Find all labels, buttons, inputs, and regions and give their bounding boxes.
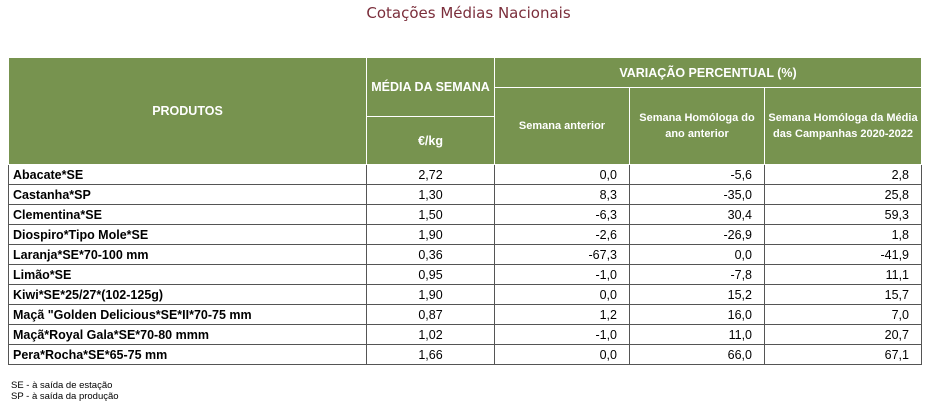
product-cell: Castanha*SP (8, 184, 367, 205)
var-homologa-cell: 11,0 (629, 324, 765, 345)
var-media-cell: 67,1 (764, 344, 922, 365)
var-homologa-cell: 16,0 (629, 304, 765, 325)
var-media-cell: 11,1 (764, 264, 922, 285)
price-cell: 1,90 (366, 284, 495, 305)
var-media-cell: 15,7 (764, 284, 922, 305)
header-variacao: VARIAÇÃO PERCENTUAL (%) (494, 57, 922, 88)
var-homologa-cell: -26,9 (629, 224, 765, 245)
page-title: Cotações Médias Nacionais (366, 4, 571, 22)
var-anterior-cell: -2,6 (494, 224, 630, 245)
header-homologa-media: Semana Homóloga da Média das Campanhas 2… (764, 87, 922, 165)
table-row: Maçã*Royal Gala*SE*70-80 mmm 1,02 -1,0 11,0… (8, 324, 922, 345)
var-anterior-cell: -1,0 (494, 324, 630, 345)
header-media-semana: MÉDIA DA SEMANA (366, 57, 495, 117)
product-cell: Kiwi*SE*25/27*(102-125g) (8, 284, 367, 305)
header-produtos: PRODUTOS (8, 57, 367, 165)
table-row: Limão*SE 0,95 -1,0 -7,8 11,1 (8, 264, 922, 285)
var-media-cell: -41,9 (764, 244, 922, 265)
table-row: Pera*Rocha*SE*65-75 mm 1,66 0,0 66,0 67,1 (8, 344, 922, 365)
product-cell: Limão*SE (8, 264, 367, 285)
price-cell: 0,36 (366, 244, 495, 265)
var-anterior-cell: 0,0 (494, 284, 630, 305)
var-media-cell: 20,7 (764, 324, 922, 345)
var-homologa-cell: -5,6 (629, 164, 765, 185)
header-homologa-ano: Semana Homóloga do ano anterior (629, 87, 765, 165)
product-cell: Abacate*SE (8, 164, 367, 185)
product-cell: Laranja*SE*70-100 mm (8, 244, 367, 265)
var-homologa-cell: -7,8 (629, 264, 765, 285)
var-homologa-cell: 15,2 (629, 284, 765, 305)
var-anterior-cell: -67,3 (494, 244, 630, 265)
var-anterior-cell: 0,0 (494, 164, 630, 185)
price-cell: 1,66 (366, 344, 495, 365)
var-homologa-cell: -35,0 (629, 184, 765, 205)
var-homologa-cell: 30,4 (629, 204, 765, 225)
product-cell: Diospiro*Tipo Mole*SE (8, 224, 367, 245)
price-cell: 1,90 (366, 224, 495, 245)
var-anterior-cell: 8,3 (494, 184, 630, 205)
var-anterior-cell: 1,2 (494, 304, 630, 325)
table-row: Clementina*SE 1,50 -6,3 30,4 59,3 (8, 204, 922, 225)
var-anterior-cell: -6,3 (494, 204, 630, 225)
product-cell: Clementina*SE (8, 204, 367, 225)
header-semana-anterior: Semana anterior (494, 87, 630, 165)
table-row: Laranja*SE*70-100 mm 0,36 -67,3 0,0 -41,9 (8, 244, 922, 265)
price-cell: 0,87 (366, 304, 495, 325)
var-media-cell: 25,8 (764, 184, 922, 205)
price-cell: 2,72 (366, 164, 495, 185)
table-row: Castanha*SP 1,30 8,3 -35,0 25,8 (8, 184, 922, 205)
table-row: Maçã "Golden Delicious*SE*II*70-75 mm 0,8… (8, 304, 922, 325)
price-table: PRODUTOS MÉDIA DA SEMANA VARIAÇÃO PERCEN… (8, 57, 922, 365)
var-media-cell: 2,8 (764, 164, 922, 185)
var-anterior-cell: 0,0 (494, 344, 630, 365)
note-sp: SP - à saída da produção (11, 391, 119, 402)
var-media-cell: 1,8 (764, 224, 922, 245)
var-homologa-cell: 0,0 (629, 244, 765, 265)
price-cell: 0,95 (366, 264, 495, 285)
var-media-cell: 59,3 (764, 204, 922, 225)
table-row: Diospiro*Tipo Mole*SE 1,90 -2,6 -26,9 1,8 (8, 224, 922, 245)
price-cell: 1,30 (366, 184, 495, 205)
price-cell: 1,50 (366, 204, 495, 225)
table-row: Abacate*SE 2,72 0,0 -5,6 2,8 (8, 164, 922, 185)
note-se: SE - à saída de estação (11, 380, 113, 391)
product-cell: Maçã "Golden Delicious*SE*II*70-75 mm (8, 304, 367, 325)
var-homologa-cell: 66,0 (629, 344, 765, 365)
var-anterior-cell: -1,0 (494, 264, 630, 285)
product-cell: Pera*Rocha*SE*65-75 mm (8, 344, 367, 365)
var-media-cell: 7,0 (764, 304, 922, 325)
product-cell: Maçã*Royal Gala*SE*70-80 mmm (8, 324, 367, 345)
table-row: Kiwi*SE*25/27*(102-125g) 1,90 0,0 15,2 15,7 (8, 284, 922, 305)
header-unit: €/kg (366, 116, 495, 165)
price-cell: 1,02 (366, 324, 495, 345)
